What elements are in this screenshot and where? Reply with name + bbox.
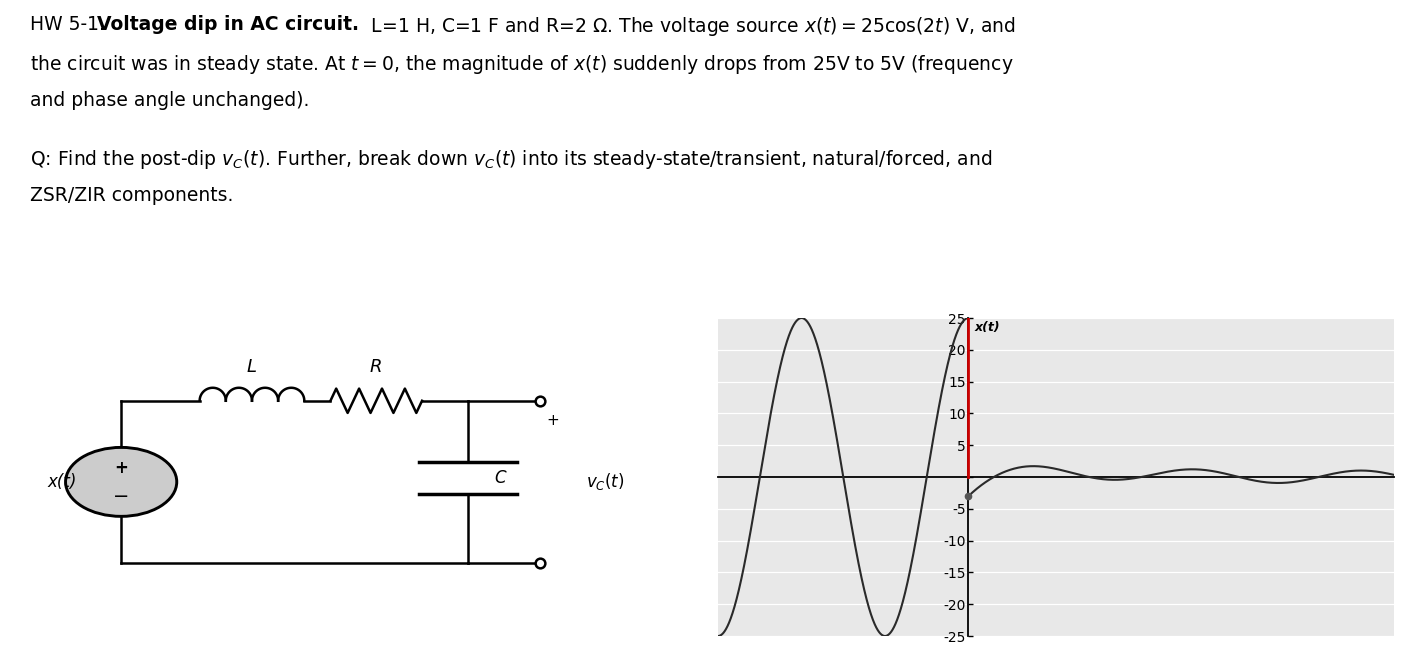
Text: x(t): x(t) <box>975 321 1001 334</box>
Circle shape <box>65 447 176 517</box>
Text: and phase angle unchanged).: and phase angle unchanged). <box>30 92 310 110</box>
Text: the circuit was in steady state. At $t = 0$, the magnitude of $x(t)$ suddenly dr: the circuit was in steady state. At $t =… <box>30 53 1014 77</box>
Text: C: C <box>493 469 506 487</box>
Text: ZSR/ZIR components.: ZSR/ZIR components. <box>30 186 233 205</box>
Text: −: − <box>112 487 129 506</box>
Text: HW 5-1.: HW 5-1. <box>30 15 111 34</box>
Text: Q: Find the post-dip $v_C(t)$. Further, break down $v_C(t)$ into its steady-stat: Q: Find the post-dip $v_C(t)$. Further, … <box>30 148 993 171</box>
Text: +: + <box>114 459 128 476</box>
Text: Voltage dip in AC circuit.: Voltage dip in AC circuit. <box>97 15 358 34</box>
Text: +: + <box>546 413 559 428</box>
Text: R: R <box>370 358 383 376</box>
Text: $v_C(t)$: $v_C(t)$ <box>586 471 624 493</box>
Text: x(t): x(t) <box>47 473 77 491</box>
Text: L=1 H, C=1 F and R=2 $\Omega$. The voltage source $x(t) = 25\cos(2t)$ V, and: L=1 H, C=1 F and R=2 $\Omega$. The volta… <box>365 15 1015 38</box>
Text: L: L <box>247 358 257 376</box>
